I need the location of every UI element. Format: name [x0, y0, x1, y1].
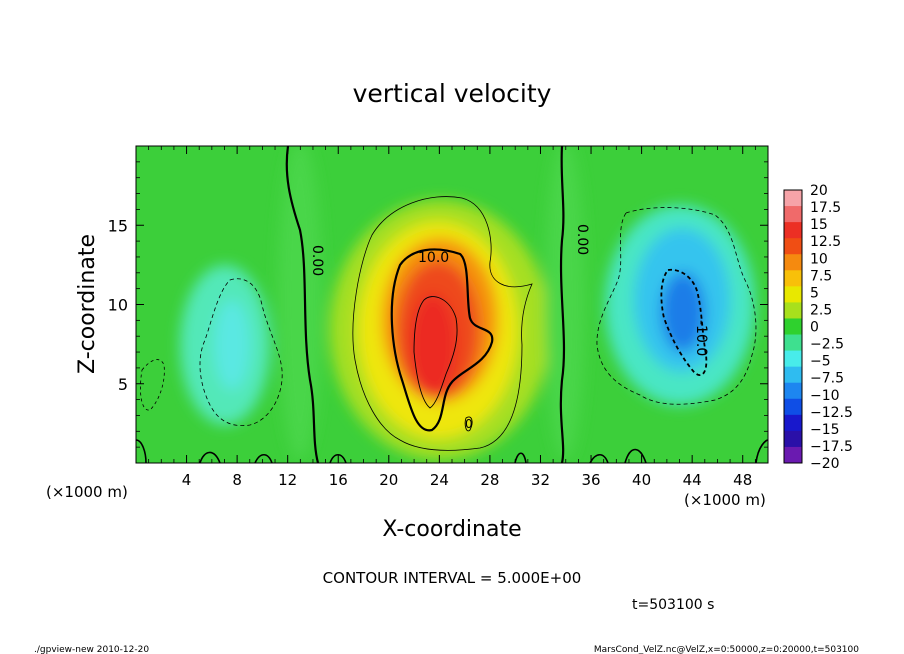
colorbar-label: −20: [810, 456, 840, 472]
y-axis-label: Z-coordinate: [75, 234, 100, 374]
x-unit-right: (×1000 m): [684, 491, 766, 509]
colorbar-label: 17.5: [810, 200, 841, 216]
colorbar-swatch: [784, 350, 802, 368]
colorbar-label: 0: [810, 320, 819, 336]
contour-small: [464, 416, 473, 432]
x-tick-label: 12: [278, 471, 297, 489]
colorbar-label: −12.5: [810, 405, 853, 421]
updraft-deepred: [409, 293, 457, 397]
band-right: [545, 146, 585, 460]
contour-interval-text: CONTOUR INTERVAL = 5.000E+00: [323, 569, 582, 587]
colorbar-label: 15: [810, 217, 828, 233]
colorbar-swatch: [784, 254, 802, 271]
footer-left: ./gpview-new 2010-12-20: [34, 645, 149, 654]
contour-bottom: [136, 439, 768, 463]
contour-label-neg-ten: -10.0: [693, 320, 709, 356]
plot-area: 0.00 0.00 10.0 -10.0 0: [136, 146, 768, 463]
x-tick-label: 8: [232, 471, 242, 489]
x-tick-label: 36: [581, 471, 600, 489]
x-tick-label: 32: [531, 471, 550, 489]
colorbar-label: −10: [810, 388, 840, 404]
colorbar-frame: [783, 189, 803, 464]
y-tick-label: 5: [118, 375, 128, 394]
x-tick-label: 40: [632, 471, 651, 489]
zero-contour-left: [285, 146, 320, 463]
colorbar-swatch: [784, 270, 802, 287]
colorbar-label: 12.5: [810, 234, 841, 250]
colorbar-swatch: [784, 238, 802, 255]
colorbar-swatch: [784, 398, 802, 416]
x-axis-label: X-coordinate: [382, 517, 521, 542]
downdraft-left-core: [214, 300, 250, 390]
colorbar-label: 20: [810, 183, 828, 199]
contour-neg-left-small: [140, 359, 165, 411]
x-axis: 4 8 12 16 20 24 28 32 36 40 44 48: [148, 146, 756, 489]
contour-label-zero-right: 0.00: [574, 224, 590, 255]
contour-neg5-left: [199, 278, 283, 427]
x-unit-left: (×1000 m): [46, 483, 128, 501]
contour-labels: 0.00 0.00 10.0 -10.0 0: [309, 224, 709, 431]
x-tick-label: 48: [733, 471, 752, 489]
contour-neg10-right: [660, 268, 708, 376]
contour-10: [390, 248, 494, 432]
contours: [136, 146, 768, 463]
x-tick-label: 4: [182, 471, 192, 489]
zero-contour-right: [559, 146, 566, 463]
colorbar-swatch: [784, 446, 802, 464]
colorbar-swatch: [784, 382, 802, 400]
x-tick-label: 28: [480, 471, 499, 489]
colorbar-swatch: [784, 366, 802, 384]
colorbar-label: 10: [810, 251, 828, 267]
x-tick-label: 24: [430, 471, 449, 489]
contour-neg5-right: [596, 207, 757, 405]
colorbar-label: −7.5: [810, 371, 844, 387]
contour-label-zero-left: 0.00: [309, 245, 325, 276]
x-tick-label: 44: [683, 471, 702, 489]
colorbar-label: 7.5: [810, 268, 832, 284]
band-left: [278, 146, 322, 460]
colorbar-swatch: [784, 414, 802, 432]
colorbar-swatch: [784, 190, 802, 207]
time-text: t=503100 s: [632, 597, 714, 613]
colorbar-label: −5: [810, 354, 831, 370]
contour-5: [352, 196, 533, 451]
y-tick-label: 15: [108, 216, 128, 235]
colorbar-label: −2.5: [810, 337, 844, 353]
colorbar-swatch: [784, 206, 802, 223]
colorbar-label: 2.5: [810, 302, 832, 318]
colorbar-swatch: [784, 318, 802, 336]
contour-label-ten: 10.0: [418, 250, 449, 266]
y-axis: 5 10 15: [108, 161, 768, 448]
contour-15: [413, 296, 458, 409]
chart-title: vertical velocity: [353, 79, 552, 108]
colorbar-label: 5: [810, 285, 819, 301]
colorbar-swatch: [784, 222, 802, 239]
footer-right: MarsCond_VelZ.nc@VelZ,x=0:50000,z=0:2000…: [594, 645, 859, 654]
x-tick-label: 16: [329, 471, 348, 489]
colorbar-swatch: [784, 334, 802, 352]
downdraft-right-blue: [661, 272, 705, 352]
colorbar-swatch: [784, 302, 802, 319]
colorbar-label: −17.5: [810, 439, 853, 455]
contour-label-zero-bottom: 0: [465, 417, 473, 431]
colorbar-swatch: [784, 430, 802, 448]
x-tick-label: 20: [379, 471, 398, 489]
colorbar-swatch: [784, 286, 802, 303]
colorbar-label: −15: [810, 422, 840, 438]
y-tick-label: 10: [108, 296, 128, 315]
